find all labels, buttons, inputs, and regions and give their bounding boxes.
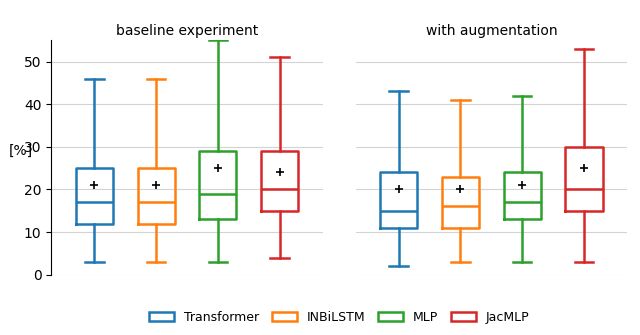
Title: baseline experiment: baseline experiment [116,24,258,38]
Y-axis label: [%]: [%] [9,143,33,157]
Legend: Transformer, INBiLSTM, MLP, JacMLP: Transformer, INBiLSTM, MLP, JacMLP [144,306,534,329]
Title: with augmentation: with augmentation [426,24,557,38]
